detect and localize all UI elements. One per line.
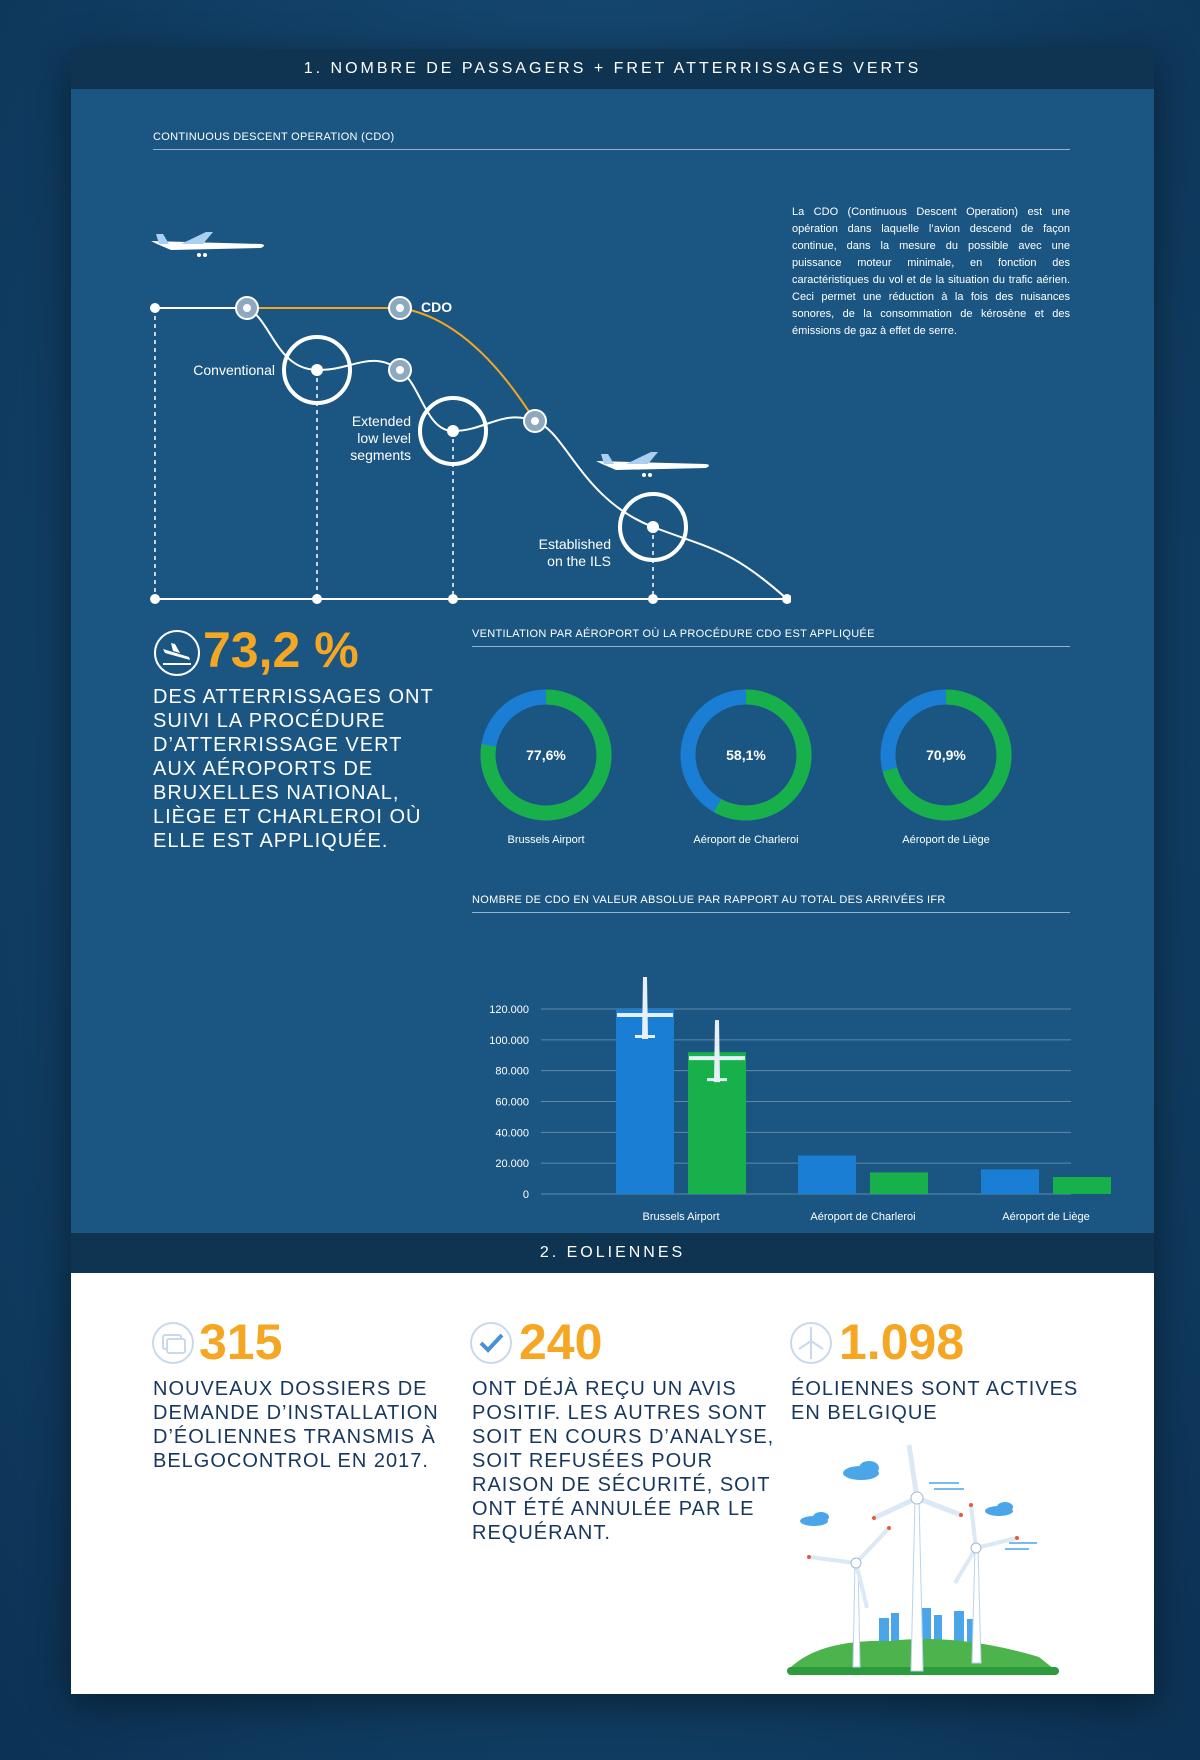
bar	[981, 1169, 1039, 1194]
cdo-label: CDO	[421, 299, 452, 315]
landing-stat-line: BRUXELLES NATIONAL,	[153, 782, 400, 804]
ils-label-1: Established	[539, 536, 611, 552]
donut-slice	[680, 689, 812, 821]
eolienne-stat-2-line: ÉOLIENNES SONT ACTIVES	[791, 1378, 1079, 1400]
landing-stat-line: D’ATTERRISSAGE VERT	[153, 734, 403, 756]
eolienne-stat-1-line: ONT DÉJÀ REÇU UN AVIS	[472, 1378, 737, 1400]
eolienne-stat-1-line: SOIT REFUSÉES POUR	[472, 1450, 714, 1472]
cdo-heading: CONTINUOUS DESCENT OPERATION (CDO)	[153, 131, 1070, 150]
bar-chart: 120.000 100.000 80.000 60.000 40.000 20.000 0 B…	[489, 977, 1111, 1223]
bar-plane-icon	[617, 977, 673, 1039]
y-tick-label: 100.000	[489, 1035, 529, 1047]
wind-turbine-icon	[790, 1322, 832, 1364]
landing-stat-line: LIÈGE ET CHARLEROI OÙ	[153, 806, 422, 828]
plane-mid-icon	[596, 452, 709, 477]
section-1-title: 1. NOMBRE DE PASSAGERS + FRET ATTERRISSA…	[71, 49, 1154, 89]
y-tick-label: 40.000	[495, 1127, 529, 1139]
extended-label-1: Extended	[352, 413, 411, 429]
landing-stat-line: AUX AÉROPORTS DE	[153, 758, 374, 780]
donut-1: 58,1%	[680, 689, 812, 821]
eolienne-stat-0-line: DEMANDE D’INSTALLATION	[153, 1402, 439, 1424]
donut-slice	[880, 689, 1012, 821]
landing-stat-line: ELLE EST APPLIQUÉE.	[153, 830, 389, 852]
plane-top-icon	[151, 232, 264, 257]
landing-stat-line: SUIVI LA PROCÉDURE	[153, 710, 386, 732]
waypoint-nodes	[235, 296, 547, 433]
eolienne-stat-0-line: NOUVEAUX DOSSIERS DE	[153, 1378, 428, 1400]
landing-stat-value: 73,2 %	[203, 622, 359, 678]
bars-heading: NOMBRE DE CDO EN VALEUR ABSOLUE PAR RAPP…	[472, 894, 1070, 913]
plane-landing-icon	[154, 630, 200, 676]
stat-240-text: ONT DÉJÀ REÇU UN AVIS POSITIF. LES AUTRES…	[472, 1377, 792, 1545]
x-category-label: Brussels Airport	[642, 1211, 719, 1223]
bar	[798, 1155, 856, 1194]
checkmark-icon	[470, 1322, 512, 1364]
eolienne-stat-2-line: EN BELGIQUE	[791, 1402, 938, 1424]
eolienne-stat-0-line: D’ÉOLIENNES TRANSMIS À	[153, 1426, 436, 1448]
bar-plane-icon	[689, 1020, 745, 1083]
eolienne-stat-0-line: BELGOCONTROL EN 2017.	[153, 1450, 429, 1472]
eolienne-stat-1-line: ONT ÉTÉ ANNULÉE PAR LE	[472, 1498, 755, 1520]
donut-airport-label: Aéroport de Charleroi	[693, 834, 799, 846]
stat-1098-text: ÉOLIENNES SONT ACTIVES EN BELGIQUE	[791, 1377, 1091, 1425]
cdo-description: La CDO (Continuous Descent Operation) es…	[792, 206, 1070, 337]
conventional-path	[155, 307, 788, 600]
bar	[1053, 1177, 1111, 1194]
donut-0: 77,6%	[480, 689, 612, 821]
x-category-label: Aéroport de Liège	[1002, 1211, 1089, 1223]
eolienne-stat-1-line: RAISON DE SÉCURITÉ, SOIT	[472, 1474, 771, 1496]
landing-stat-line: DES ATTERRISSAGES ONT	[153, 686, 434, 708]
eolienne-stat-1-line: SOIT EN COURS D’ANALYSE,	[472, 1426, 775, 1448]
x-category-label: Aéroport de Charleroi	[810, 1211, 915, 1223]
stat-315-text: NOUVEAUX DOSSIERS DE DEMANDE D’INSTALLATI…	[153, 1377, 453, 1473]
ils-label-2: on the ILS	[547, 553, 611, 569]
donuts-heading: VENTILATION PAR AÉROPORT OÙ LA PROCÉDURE…	[472, 628, 1070, 647]
conventional-label: Conventional	[193, 362, 275, 378]
y-tick-label: 60.000	[495, 1097, 529, 1109]
donut-airport-label: Brussels Airport	[507, 834, 585, 846]
section-2-title: 2. EOLIENNES	[71, 1233, 1154, 1273]
extended-label-3: segments	[350, 447, 411, 463]
y-tick-label: 0	[523, 1189, 529, 1201]
document-stack-icon	[152, 1322, 194, 1364]
cdo-diagram: CDO Conventional Extended low level segm…	[150, 232, 791, 604]
donut-slice	[480, 689, 612, 821]
donut-2: 70,9%	[880, 689, 1012, 821]
infographic-page: 1. NOMBRE DE PASSAGERS + FRET ATTERRISSA…	[71, 49, 1154, 1694]
donut-charts: 77,6% 58,1% 70,9%	[480, 689, 1012, 821]
bar	[870, 1172, 928, 1194]
donut-value-label: 77,6%	[526, 747, 566, 763]
y-tick-label: 120.000	[489, 1004, 529, 1016]
eolienne-stat-1-line: POSITIF. LES AUTRES SONT	[472, 1402, 768, 1424]
y-tick-label: 20.000	[495, 1158, 529, 1170]
y-tick-label: 80.000	[495, 1066, 529, 1078]
donut-airport-label: Aéroport de Liège	[902, 834, 990, 846]
donut-value-label: 58,1%	[726, 747, 766, 763]
stat-1098-value: 1.098	[839, 1314, 965, 1370]
extended-label-2: low level	[357, 430, 411, 446]
eolienne-stat-1-line: REQUÉRANT.	[472, 1522, 611, 1544]
landing-stat-text: DES ATTERRISSAGES ONT SUIVI LA PROCÉDURE D…	[153, 685, 453, 853]
ring-nodes	[282, 335, 688, 562]
stat-240-value: 240	[519, 1314, 603, 1370]
bar	[616, 1009, 674, 1194]
eoliennes-section: 315 NOUVEAUX DOSSIERS DE DEMANDE D’INSTAL…	[71, 1273, 1154, 1694]
stat-315-value: 315	[199, 1314, 283, 1370]
donut-value-label: 70,9%	[926, 747, 966, 763]
wind-turbines-illustration	[787, 1444, 1059, 1675]
